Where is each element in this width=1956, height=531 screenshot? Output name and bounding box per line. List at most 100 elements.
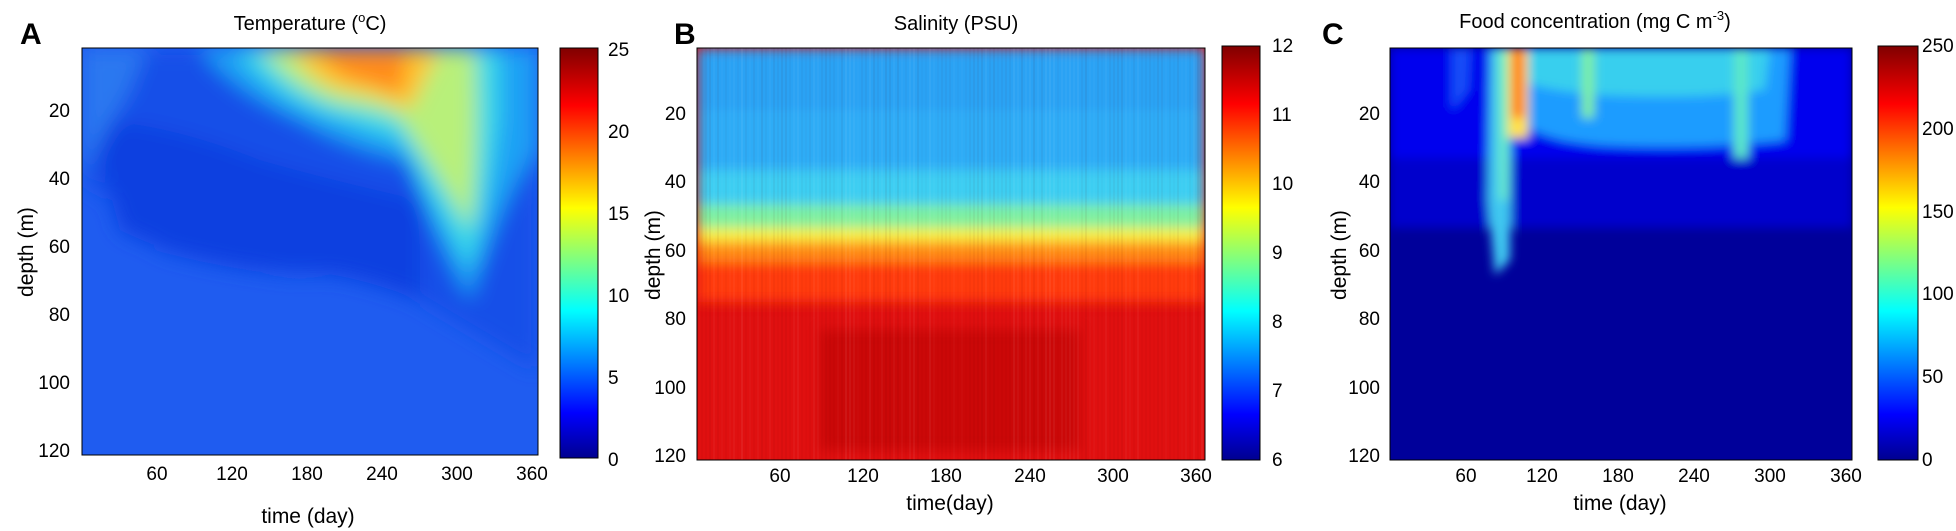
salinity-streak	[773, 48, 775, 460]
colorbar-tick-label: 8	[1272, 312, 1283, 333]
y-axis: 20 40 60 80 100 120 depth (m)	[642, 104, 686, 467]
salinity-streak	[933, 48, 935, 460]
salinity-streak	[1109, 48, 1111, 460]
salinity-streak	[825, 48, 827, 460]
salinity-streak	[1085, 48, 1087, 460]
salinity-streak	[1029, 48, 1031, 460]
panel-a: A Temperature (oC) 20 40 60 80 100 120	[15, 10, 629, 528]
y-tick-label: 100	[654, 378, 686, 399]
salinity-streak	[1061, 48, 1063, 460]
salinity-streak	[1093, 48, 1095, 460]
panel-title: Food concentration (mg C m-3)	[1459, 8, 1731, 33]
salinity-streak	[1005, 48, 1007, 460]
x-axis: 60 120 180 240 300 360 time (day)	[146, 464, 547, 528]
salinity-streak	[821, 48, 823, 460]
y-tick-label: 20	[665, 104, 686, 125]
salinity-streak	[889, 48, 891, 460]
colorbar-tick-label: 6	[1272, 450, 1283, 471]
salinity-streak	[877, 48, 879, 460]
salinity-streak	[781, 48, 783, 460]
salinity-streak	[845, 48, 847, 460]
salinity-streak	[1201, 48, 1203, 460]
salinity-streak	[709, 48, 711, 460]
salinity-streak	[785, 48, 787, 460]
y-tick-label: 120	[654, 446, 686, 467]
colorbar: 6 7 8 9 10 11 12	[1221, 36, 1293, 471]
salinity-streak	[817, 48, 819, 460]
y-tick-label: 20	[1359, 104, 1380, 125]
salinity-streak	[869, 48, 871, 460]
salinity-streak	[697, 48, 699, 460]
salinity-streak	[1021, 48, 1023, 460]
salinity-streak	[753, 48, 755, 460]
x-tick-label: 180	[930, 466, 962, 487]
salinity-streak	[909, 48, 911, 460]
x-axis: 60 120 180 240 300 360 time(day)	[769, 466, 1211, 515]
salinity-streak	[1157, 48, 1159, 460]
salinity-streak	[1073, 48, 1075, 460]
panel-c: C Food concentration (mg C m-3) 20	[1322, 8, 1954, 515]
y-axis-label: depth (m)	[1328, 210, 1351, 300]
y-tick-label: 20	[49, 101, 70, 122]
salinity-streak	[1069, 48, 1071, 460]
salinity-streak	[873, 48, 875, 460]
y-tick-label: 120	[1348, 446, 1380, 467]
salinity-streak	[1161, 48, 1163, 460]
salinity-streak	[729, 48, 731, 460]
colorbar-tick-label: 12	[1272, 36, 1293, 57]
salinity-streak	[949, 48, 951, 460]
title-suffix: C)	[365, 13, 386, 35]
salinity-streak	[1133, 48, 1135, 460]
salinity-streak	[1121, 48, 1123, 460]
y-tick-label: 80	[665, 309, 686, 330]
x-tick-label: 300	[1097, 466, 1129, 487]
x-tick-label: 120	[847, 466, 879, 487]
salinity-streak	[997, 48, 999, 460]
colorbar-tick-label: 10	[608, 286, 629, 307]
x-tick-label: 360	[1830, 466, 1862, 487]
salinity-streak	[1033, 48, 1035, 460]
salinity-streak	[741, 48, 743, 460]
salinity-streak	[1169, 48, 1171, 460]
salinity-streak	[921, 48, 923, 460]
salinity-streak	[1077, 48, 1079, 460]
salinity-streak	[725, 48, 727, 460]
salinity-streak	[841, 48, 843, 460]
panel-title: Salinity (PSU)	[894, 13, 1018, 35]
x-axis-label: time(day)	[906, 492, 994, 515]
salinity-streak	[1165, 48, 1167, 460]
colorbar-tick-label: 150	[1922, 202, 1954, 223]
salinity-streak	[765, 48, 767, 460]
salinity-streak	[1041, 48, 1043, 460]
salinity-streak	[757, 48, 759, 460]
colorbar-tick-label: 50	[1922, 367, 1943, 388]
x-tick-label: 240	[366, 464, 398, 485]
y-tick-label: 40	[49, 169, 70, 190]
salinity-streak	[957, 48, 959, 460]
title-text: Food concentration (mg C m	[1459, 11, 1712, 33]
x-tick-label: 240	[1014, 466, 1046, 487]
y-axis-label: depth (m)	[642, 210, 665, 300]
y-tick-label: 40	[665, 172, 686, 193]
salinity-streak	[1097, 48, 1099, 460]
salinity-streak	[893, 48, 895, 460]
salinity-streak	[1105, 48, 1107, 460]
salinity-streak	[761, 48, 763, 460]
salinity-streak	[1017, 48, 1019, 460]
salinity-streak	[849, 48, 851, 460]
salinity-streak	[1025, 48, 1027, 460]
salinity-streak	[881, 48, 883, 460]
salinity-streak	[1053, 48, 1055, 460]
heatmap-salinity	[697, 48, 1205, 460]
salinity-streak	[1149, 48, 1151, 460]
salinity-streak	[953, 48, 955, 460]
salinity-streak	[925, 48, 927, 460]
salinity-streak	[769, 48, 771, 460]
salinity-streak	[981, 48, 983, 460]
colorbar-tick-label: 0	[608, 450, 619, 471]
salinity-streak	[1129, 48, 1131, 460]
salinity-streak	[1137, 48, 1139, 460]
salinity-streak	[1177, 48, 1179, 460]
salinity-streak	[813, 48, 815, 460]
